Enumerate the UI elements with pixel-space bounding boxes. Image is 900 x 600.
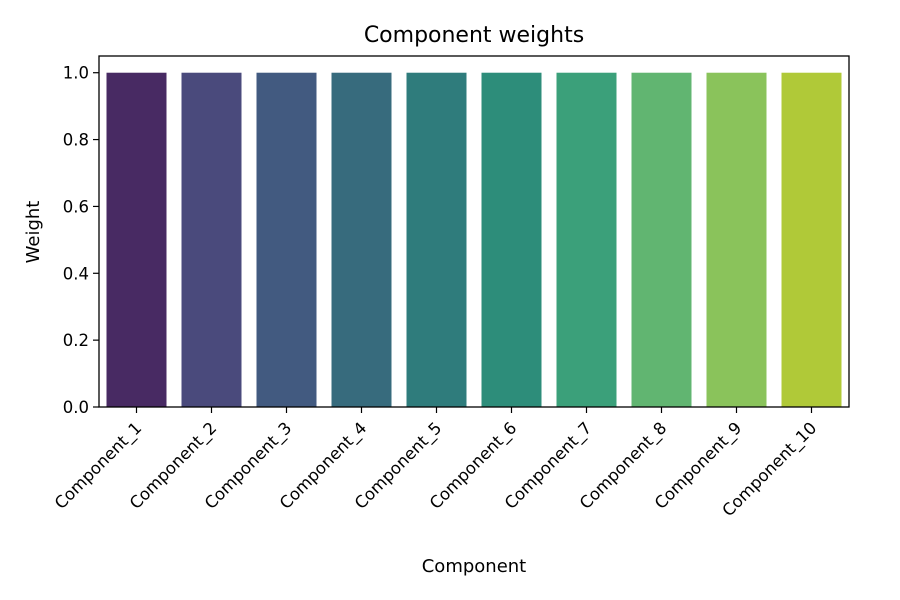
bars-group bbox=[106, 72, 842, 407]
y-tick-label: 0.6 bbox=[63, 197, 89, 216]
y-axis: 0.0 0.2 0.4 0.6 0.8 1.0 bbox=[63, 64, 99, 417]
bar-component-10 bbox=[781, 72, 842, 407]
bar-component-3 bbox=[256, 72, 317, 407]
x-axis: Component_1Component_2Component_3Compone… bbox=[51, 407, 821, 521]
bar-component-1 bbox=[106, 72, 167, 407]
bar-component-5 bbox=[406, 72, 467, 407]
bar-component-2 bbox=[181, 72, 242, 407]
y-tick-label: 0.0 bbox=[63, 398, 89, 417]
bar-component-4 bbox=[331, 72, 392, 407]
bar-component-7 bbox=[556, 72, 617, 407]
y-tick-label: 0.2 bbox=[63, 331, 89, 350]
y-tick-label: 0.4 bbox=[63, 264, 89, 283]
bar-component-8 bbox=[631, 72, 692, 407]
bar-component-9 bbox=[706, 72, 767, 407]
bar-component-6 bbox=[481, 72, 542, 407]
y-tick-label: 0.8 bbox=[63, 131, 89, 150]
y-axis-label: Weight bbox=[23, 201, 44, 264]
y-tick-label: 1.0 bbox=[63, 64, 89, 83]
plot-frame bbox=[98, 55, 850, 408]
x-axis-label: Component bbox=[422, 556, 527, 577]
chart-title: Component weights bbox=[364, 23, 584, 48]
